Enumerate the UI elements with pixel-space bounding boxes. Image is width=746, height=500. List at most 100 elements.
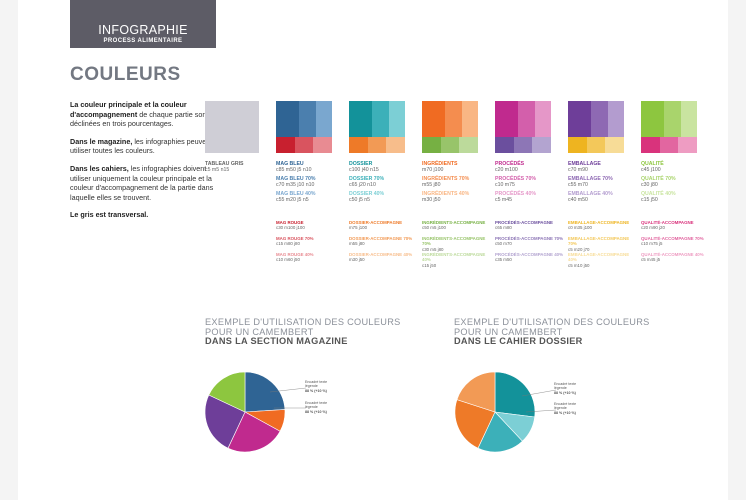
- pie1-legend1-line3: 88 % (+10 %): [305, 388, 327, 393]
- accent-label-procedes-2-code: c35 m50: [495, 257, 512, 263]
- pie1-legend-1: Encadré texte légende 88 % (+10 %): [305, 380, 355, 393]
- label-mag-0: MAG BLEU c85 m50 j5 n10: [276, 161, 311, 173]
- intro-p1-bold: La couleur principale et la couleur d'ac…: [70, 100, 187, 119]
- accent-label-mag-1-name: MAG ROUGE 70%: [276, 236, 314, 241]
- accent-label-ingredients-1: INGRÉDIENTS-ACCOMPAGNE 70% c30 m5 j80: [422, 236, 492, 252]
- accent-label-procedes-0-name: PROCÉDÉS-ACCOMPAGNE: [495, 220, 553, 225]
- accent-label-qualite-1-code: c10 m75 j5: [641, 241, 663, 247]
- accent-label-qualite-1-name: QUALITÉ-ACCOMPAGNE 70%: [641, 236, 704, 241]
- label-mag-1-name: MAG BLEU 70%: [276, 176, 316, 182]
- label-qualite-1-name: QUALITÉ 70%: [641, 176, 676, 182]
- pie2-legend1-line1: Encadré texte: [554, 382, 577, 386]
- accent-label-ingredients-2-name: INGRÉDIENTS-ACCOMPAGNE 40%: [422, 252, 486, 263]
- label-procedes-2: PROCÉDÉS 40% c5 m45: [495, 191, 536, 203]
- accent-label-emballage-1-code: c5 m20 j70: [568, 246, 590, 252]
- accent-mag-tone-1: [294, 137, 314, 153]
- pie-chart-magazine: [204, 371, 307, 453]
- label-ingredients-1-name: INGRÉDIENTS 70%: [422, 176, 470, 182]
- label-emballage-2: EMBALLAGE 40% c40 m50: [568, 191, 613, 203]
- label-mag-0-name: MAG BLEU: [276, 161, 304, 167]
- accent-label-emballage-0-name: EMBALLAGE-ACCOMPAGNE: [568, 220, 630, 225]
- pie2-slice-2: [477, 411, 523, 453]
- accent-label-ingredients-1-name: INGRÉDIENTS-ACCOMPAGNE 70%: [422, 236, 486, 247]
- accent-label-emballage-0: EMBALLAGE-ACCOMPAGNE c0 m35 j100: [568, 220, 638, 231]
- pie1-legend2-line1: Encadré texte: [305, 401, 328, 405]
- pie2-legend2-line3: 88 % (+10 %): [554, 410, 576, 415]
- page-title: COULEURS: [70, 64, 181, 85]
- label-gray: TABLEAU GRIS c5 m5 n15: [205, 161, 244, 173]
- label-dossier-1: DOSSIER 70% c65 j20 n10: [349, 176, 384, 188]
- accent-label-procedes-0: PROCÉDÉS-ACCOMPAGNE c65 m80: [495, 220, 565, 231]
- accent-label-procedes-1-code: c50 m70: [495, 241, 512, 247]
- label-ingredients-2-code: m30 j50: [422, 197, 441, 204]
- accent-procedes-tone-2: [532, 137, 552, 153]
- label-qualite-2: QUALITÉ 40% c15 j50: [641, 191, 676, 203]
- label-procedes-0: PROCÉDÉS c20 m100: [495, 161, 524, 173]
- accent-label-dossier-2: DOSSIER-ACCOMPAGNE 40% m30 j50: [349, 252, 419, 263]
- accent-label-qualite-2-code: c5 m45 j5: [641, 257, 661, 263]
- label-dossier-0: DOSSIER c100 j40 n15: [349, 161, 379, 173]
- accent-strip-mag: [276, 137, 333, 153]
- label-qualite-2-name: QUALITÉ 40%: [641, 191, 676, 197]
- accent-label-emballage-1: EMBALLAGE-ACCOMPAGNE 70% c5 m20 j70: [568, 236, 638, 252]
- pie1-legend2-line2: légende: [305, 405, 318, 410]
- pie1-legend1-line2: légende: [305, 384, 318, 389]
- accent-label-qualite-0: QUALITÉ-ACCOMPAGNE c20 m90 j20: [641, 220, 711, 231]
- pie2-title-line2: POUR UN CAMEMBERT: [454, 326, 563, 337]
- pie2-legend1-line3: 88 % (+10 %): [554, 390, 576, 395]
- label-qualite-1: QUALITÉ 70% c30 j80: [641, 176, 676, 188]
- pie1-slice-0: [244, 371, 286, 413]
- accent-strip-ingredients: [422, 137, 479, 153]
- accent-procedes-tone-0: [495, 137, 514, 153]
- intro-text: La couleur principale et la couleur d'ac…: [70, 100, 215, 228]
- label-emballage-0-name: EMBALLAGE: [568, 161, 601, 167]
- label-procedes-2-code: c5 m45: [495, 197, 513, 204]
- pie1-slice-3: [204, 394, 246, 449]
- label-emballage-1-code: c55 m70: [568, 182, 588, 189]
- accent-label-procedes-2: PROCÉDÉS-ACCOMPAGNE 40% c35 m50: [495, 252, 565, 263]
- accent-dossier-tone-0: [349, 137, 368, 153]
- pie1-slice-2: [227, 411, 281, 453]
- gray-name: TABLEAU GRIS: [205, 161, 244, 167]
- label-dossier-0-name: DOSSIER: [349, 161, 373, 167]
- swatch-gray: [205, 101, 259, 153]
- accent-emballage-tone-1: [586, 137, 606, 153]
- label-qualite-0: QUALITÉ c45 j100: [641, 161, 664, 173]
- accent-label-mag-2-code: c10 m60 j50: [276, 257, 300, 263]
- accent-label-emballage-2: EMBALLAGE-ACCOMPAGNE 40% c5 m10 j50: [568, 252, 638, 268]
- label-ingredients-1-code: m55 j80: [422, 182, 441, 189]
- label-ingredients-0-code: m70 j100: [422, 167, 444, 174]
- label-procedes-1: PROCÉDÉS 70% c10 m75: [495, 176, 536, 188]
- accent-qualite-tone-2: [678, 137, 698, 153]
- label-qualite-2-code: c15 j50: [641, 197, 658, 204]
- pie1-legend-2: Encadré texte légende 88 % (+10 %): [305, 401, 355, 414]
- pie2-leader-1: [525, 409, 557, 413]
- accent-label-emballage-2-code: c5 m10 j50: [568, 262, 590, 268]
- label-procedes-0-name: PROCÉDÉS: [495, 161, 525, 167]
- accent-label-dossier-2-code: m30 j50: [349, 257, 365, 263]
- intro-p1-rest: de chaque partie sont déclinées en trois…: [70, 109, 209, 129]
- accent-qualite-tone-1: [659, 137, 679, 153]
- pie2-slice-4: [456, 371, 496, 413]
- accent-label-procedes-0-code: c65 m80: [495, 225, 512, 231]
- accent-ingredients-tone-1: [440, 137, 460, 153]
- accent-dossier-tone-1: [367, 137, 387, 153]
- accent-ingredients-tone-2: [459, 137, 479, 153]
- accent-ingredients-tone-0: [422, 137, 441, 153]
- gray-code: c5 m5 n15: [205, 167, 230, 174]
- intro-p2-rest: les infographies peuvent utiliser toutes…: [70, 136, 213, 156]
- pie2-title: EXEMPLE D'UTILISATION DES COULEURS POUR …: [454, 317, 650, 347]
- label-procedes-1-code: c10 m75: [495, 182, 515, 189]
- accent-dossier-tone-2: [386, 137, 406, 153]
- accent-label-dossier-1-code: m55 j80: [349, 241, 365, 247]
- accent-label-mag-0-code: c30 m100 j100: [276, 225, 305, 231]
- accent-label-mag-0-name: MAG ROUGE: [276, 220, 304, 225]
- label-emballage-0-code: c70 m90: [568, 167, 588, 174]
- label-mag-1: MAG BLEU 70% c70 m35 j10 n10: [276, 176, 316, 188]
- accent-strip-qualite: [641, 137, 698, 153]
- label-emballage-1: EMBALLAGE 70% c55 m70: [568, 176, 613, 188]
- label-mag-1-code: c70 m35 j10 n10: [276, 182, 315, 189]
- accent-qualite-tone-0: [641, 137, 660, 153]
- label-dossier-2: DOSSIER 40% c50 j5 n5: [349, 191, 384, 203]
- accent-label-qualite-0-code: c20 m90 j20: [641, 225, 665, 231]
